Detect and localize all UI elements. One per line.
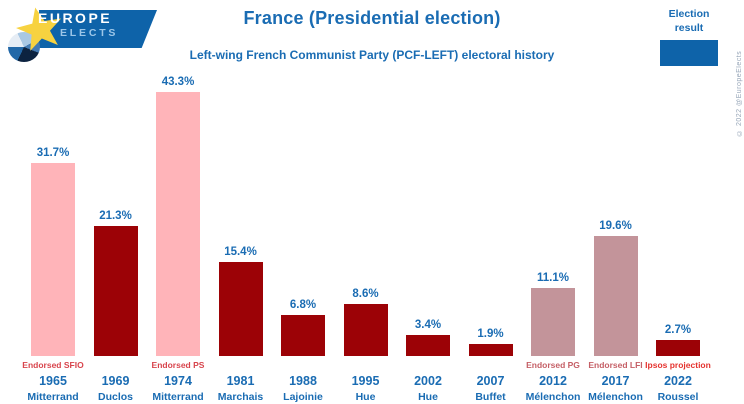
bar-column: 19.6% Endorsed LFI 2017 Mélenchon [588, 70, 643, 404]
bar-wrap: 15.4% [218, 70, 263, 356]
bars-row: 31.7% Endorsed SFIO 1965 Mitterrand 21.3… [22, 70, 711, 404]
bar-value-label: 3.4% [414, 319, 442, 332]
bar-column: 15.4% 1981 Marchais [217, 70, 264, 404]
bar-note-label: Ipsos projection [645, 360, 711, 370]
europe-elects-logo: EUROPE ELECTS [6, 6, 171, 62]
bar [93, 226, 138, 356]
bar-column: 11.1% Endorsed PG 2012 Mélenchon [526, 70, 581, 404]
bar-year-label: 1995 [351, 374, 380, 388]
bar-wrap: 3.4% [406, 70, 450, 356]
legend: Election result [650, 8, 728, 67]
bar-column: 2.7% Ipsos projection 2022 Roussel [645, 70, 711, 404]
copyright: © 2022 @EuropeElects [736, 50, 743, 136]
bar-value-label: 19.6% [599, 220, 632, 233]
bar-candidate-label: Mitterrand [152, 391, 204, 403]
bar-year-label: 2017 [601, 374, 630, 388]
bar-year-label: 2007 [476, 374, 505, 388]
legend-swatch [660, 40, 718, 67]
bar [156, 91, 200, 356]
bar-year-label: 1981 [226, 374, 255, 388]
bar-candidate-label: Mélenchon [525, 391, 581, 403]
bar [31, 162, 75, 356]
bar-candidate-label: Mitterrand [27, 391, 79, 403]
bar [218, 262, 263, 356]
bar-value-label: 31.7% [36, 146, 70, 159]
bar-year-label: 1969 [101, 374, 130, 388]
bar-column: 1.9% 2007 Buffet [468, 70, 513, 404]
bar-year-label: 1988 [289, 374, 317, 388]
bar-wrap: 43.3% [156, 70, 200, 356]
bar-wrap: 6.8% [281, 70, 325, 356]
bar-candidate-label: Mélenchon [588, 391, 643, 403]
bar-column: 31.7% Endorsed SFIO 1965 Mitterrand [22, 70, 83, 404]
bar-value-label: 11.1% [537, 272, 569, 285]
bar-note-label: Endorsed PS [151, 360, 205, 370]
bar-candidate-label: Buffet [475, 391, 506, 403]
bar-candidate-label: Marchais [217, 391, 264, 403]
bar [343, 303, 388, 356]
bar-note-label: Endorsed LFI [588, 360, 643, 370]
bar-value-label: 21.3% [99, 210, 132, 223]
bar-column: 21.3% 1969 Duclos [93, 70, 138, 404]
bar [281, 314, 325, 356]
logo-banner [39, 10, 157, 48]
bar-value-label: 15.4% [224, 246, 257, 259]
bar-value-label: 2.7% [664, 323, 692, 336]
bar-value-label: 1.9% [477, 328, 504, 341]
bar [406, 335, 450, 356]
bar-candidate-label: Hue [355, 391, 376, 403]
legend-label: Election result [668, 8, 710, 34]
bar-wrap: 21.3% [93, 70, 138, 356]
bar [531, 288, 575, 356]
bar-note-label: Endorsed PG [526, 360, 580, 370]
bar-wrap: 2.7% [656, 70, 700, 356]
logo-text-europe: EUROPE [38, 10, 113, 26]
bar-candidate-label: Duclos [97, 391, 133, 403]
bar-candidate-label: Lajoinie [283, 391, 323, 403]
bar-candidate-label: Hue [418, 391, 438, 403]
bar [593, 236, 638, 356]
bar-column: 3.4% 2002 Hue [406, 70, 450, 404]
page-title: France (Presidential election) [243, 8, 501, 28]
page-subtitle: Left-wing French Communist Party (PCF-LE… [189, 48, 555, 62]
bar-wrap: 1.9% [468, 70, 513, 356]
bar-year-label: 2002 [414, 374, 442, 388]
bar-wrap: 11.1% [531, 70, 575, 356]
bar-wrap: 19.6% [593, 70, 638, 356]
bar-column: 8.6% 1995 Hue [343, 70, 388, 404]
logo-text-elects: ELECTS [60, 27, 119, 39]
bar [468, 344, 513, 356]
bar-column: 6.8% 1988 Lajoinie [281, 70, 325, 404]
bar [656, 339, 700, 356]
bar-chart: 31.7% Endorsed SFIO 1965 Mitterrand 21.3… [22, 70, 711, 404]
bar-wrap: 31.7% [31, 70, 75, 356]
bar-note-label: Endorsed SFIO [22, 360, 84, 370]
bar-value-label: 43.3% [161, 75, 195, 88]
bar-year-label: 2022 [664, 374, 692, 388]
bar-value-label: 6.8% [289, 298, 317, 311]
bar-value-label: 8.6% [352, 287, 379, 300]
bar-column: 43.3% Endorsed PS 1974 Mitterrand [152, 70, 205, 404]
bar-year-label: 2012 [539, 374, 567, 388]
bar-candidate-label: Roussel [657, 391, 699, 403]
bar-year-label: 1974 [164, 374, 192, 388]
bar-year-label: 1965 [39, 374, 67, 388]
bar-wrap: 8.6% [343, 70, 388, 356]
